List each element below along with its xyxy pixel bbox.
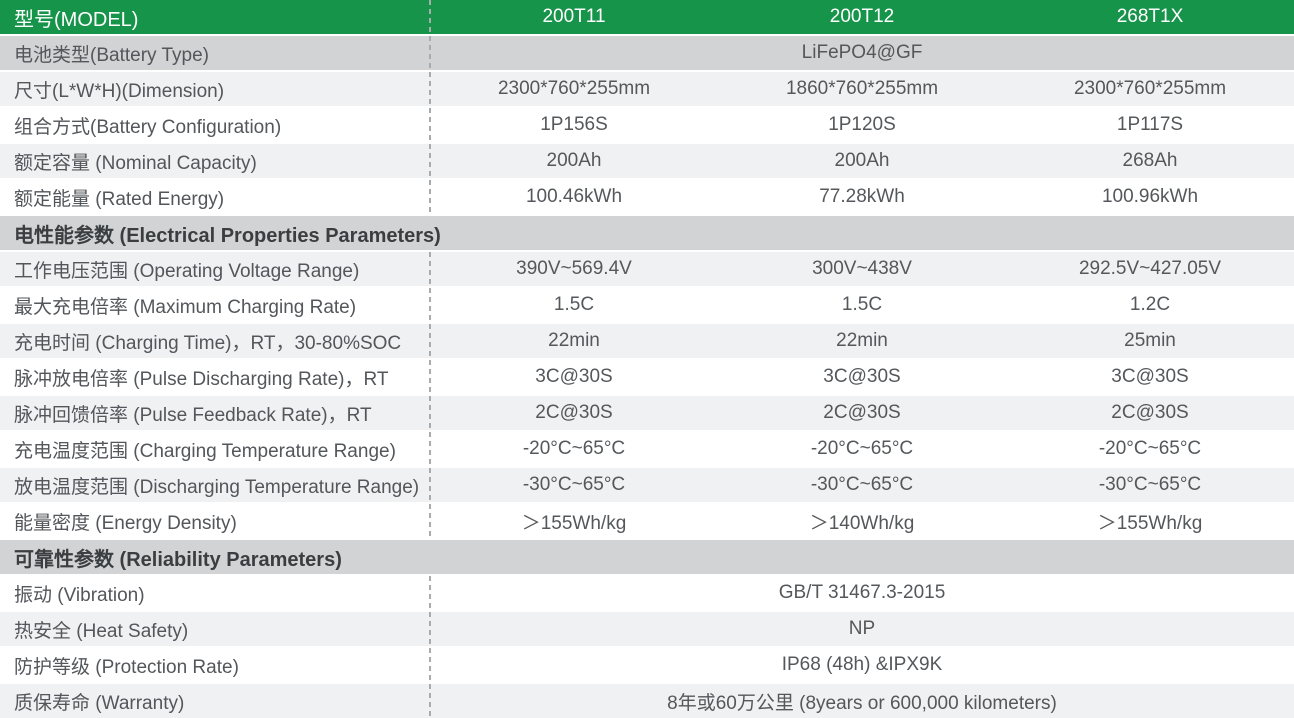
value-cell: GB/T 31467.3-2015 bbox=[778, 582, 946, 603]
column-divider-dashed-line bbox=[429, 0, 431, 718]
section-header-row: 可靠性参数 (Reliability Parameters) bbox=[0, 540, 1294, 576]
value-cell: 3C@30S bbox=[535, 366, 613, 387]
value-cell: 1P117S bbox=[1116, 114, 1184, 135]
table-row: 质保寿命 (Warranty) 8年或60万公里 (8years or 600,… bbox=[0, 684, 1294, 718]
row-label: 额定容量 (Nominal Capacity) bbox=[14, 152, 257, 174]
value-cell: 200Ah bbox=[546, 150, 602, 171]
row-label: 振动 (Vibration) bbox=[14, 584, 145, 606]
value-cell: IP68 (48h) &IPX9K bbox=[781, 654, 943, 675]
value-cell: 300V~438V bbox=[812, 258, 912, 279]
table-row: 额定容量 (Nominal Capacity) 200Ah 200Ah 268A… bbox=[0, 144, 1294, 180]
value-cell: 1.5C bbox=[841, 294, 883, 315]
row-label: 放电温度范围 (Discharging Temperature Range) bbox=[14, 476, 420, 498]
value-cell: 1P120S bbox=[828, 114, 896, 135]
row-label: 脉冲回馈倍率 (Pulse Feedback Rate)，RT bbox=[14, 404, 372, 426]
row-label: 能量密度 (Energy Density) bbox=[14, 512, 237, 534]
value-cell: 22min bbox=[836, 330, 888, 351]
model-header-label: 型号(MODEL) bbox=[14, 8, 139, 31]
table-row: 最大充电倍率 (Maximum Charging Rate) 1.5C 1.5C… bbox=[0, 288, 1294, 324]
table-row: 防护等级 (Protection Rate) IP68 (48h) &IPX9K bbox=[0, 648, 1294, 684]
value-cell: -20°C~65°C bbox=[1098, 438, 1202, 459]
table-row: 组合方式(Battery Configuration) 1P156S 1P120… bbox=[0, 108, 1294, 144]
value-cell: 1.5C bbox=[553, 294, 595, 315]
table-row: 放电温度范围 (Discharging Temperature Range) -… bbox=[0, 468, 1294, 504]
value-cell: ＞155Wh/kg bbox=[521, 512, 627, 534]
value-cell: 2300*760*255mm bbox=[1073, 78, 1227, 99]
table-row: 充电时间 (Charging Time)，RT，30-80%SOC 22min … bbox=[0, 324, 1294, 360]
section-title: 可靠性参数 (Reliability Parameters) bbox=[14, 548, 342, 571]
value-cell: 200Ah bbox=[834, 150, 890, 171]
row-label: 额定能量 (Rated Energy) bbox=[14, 188, 225, 210]
value-cell: -30°C~65°C bbox=[522, 474, 626, 495]
table-row: 能量密度 (Energy Density) ＞155Wh/kg ＞140Wh/k… bbox=[0, 504, 1294, 540]
value-cell: 292.5V~427.05V bbox=[1078, 258, 1222, 279]
value-cell: -20°C~65°C bbox=[810, 438, 914, 459]
row-label: 组合方式(Battery Configuration) bbox=[14, 116, 282, 138]
value-cell: ＞140Wh/kg bbox=[809, 512, 915, 534]
value-cell: 390V~569.4V bbox=[516, 258, 632, 279]
value-cell: NP bbox=[848, 618, 876, 639]
value-cell: 77.28kWh bbox=[819, 186, 905, 207]
value-cell: 3C@30S bbox=[823, 366, 901, 387]
value-cell: 100.46kWh bbox=[525, 186, 623, 207]
model-column-header: 200T11 bbox=[542, 6, 606, 27]
table-row: 振动 (Vibration) GB/T 31467.3-2015 bbox=[0, 576, 1294, 612]
table-row: 额定能量 (Rated Energy) 100.46kWh 77.28kWh 1… bbox=[0, 180, 1294, 216]
value-cell: 2C@30S bbox=[823, 402, 901, 423]
value-cell: 100.96kWh bbox=[1101, 186, 1199, 207]
row-label: 热安全 (Heat Safety) bbox=[14, 620, 189, 642]
row-label: 脉冲放电倍率 (Pulse Discharging Rate)，RT bbox=[14, 368, 389, 390]
row-label: 最大充电倍率 (Maximum Charging Rate) bbox=[14, 296, 357, 318]
table-row: 热安全 (Heat Safety) NP bbox=[0, 612, 1294, 648]
value-cell: 268Ah bbox=[1122, 150, 1178, 171]
section-title: 电性能参数 (Electrical Properties Parameters) bbox=[14, 224, 441, 247]
value-cell: 2C@30S bbox=[535, 402, 613, 423]
row-label: 工作电压范围 (Operating Voltage Range) bbox=[14, 260, 360, 282]
model-column-header: 200T12 bbox=[829, 6, 895, 27]
value-cell: -30°C~65°C bbox=[810, 474, 914, 495]
value-cell: 22min bbox=[548, 330, 600, 351]
value-cell: 1.2C bbox=[1129, 294, 1171, 315]
table-row: 工作电压范围 (Operating Voltage Range) 390V~56… bbox=[0, 252, 1294, 288]
row-label: 电池类型(Battery Type) bbox=[14, 44, 209, 66]
row-label: 质保寿命 (Warranty) bbox=[14, 692, 185, 714]
model-column-header: 268T1X bbox=[1116, 6, 1184, 27]
table-row: 电池类型(Battery Type) LiFePO4@GF bbox=[0, 36, 1294, 72]
value-cell: 2C@30S bbox=[1111, 402, 1189, 423]
row-label: 充电时间 (Charging Time)，RT，30-80%SOC bbox=[14, 332, 402, 354]
value-cell: -20°C~65°C bbox=[522, 438, 626, 459]
header-row: 型号(MODEL) 200T11 200T12 268T1X bbox=[0, 0, 1294, 36]
row-label: 尺寸(L*W*H)(Dimension) bbox=[14, 80, 225, 102]
value-cell: 3C@30S bbox=[1111, 366, 1189, 387]
table-row: 脉冲放电倍率 (Pulse Discharging Rate)，RT 3C@30… bbox=[0, 360, 1294, 396]
value-cell: 1860*760*255mm bbox=[785, 78, 939, 99]
section-header-row: 电性能参数 (Electrical Properties Parameters) bbox=[0, 216, 1294, 252]
table-row: 脉冲回馈倍率 (Pulse Feedback Rate)，RT 2C@30S 2… bbox=[0, 396, 1294, 432]
value-cell: 25min bbox=[1124, 330, 1176, 351]
row-label: 充电温度范围 (Charging Temperature Range) bbox=[14, 440, 396, 462]
value-cell: 1P156S bbox=[540, 114, 608, 135]
table-row: 尺寸(L*W*H)(Dimension) 2300*760*255mm 1860… bbox=[0, 72, 1294, 108]
value-cell: ＞155Wh/kg bbox=[1097, 512, 1203, 534]
value-cell: 2300*760*255mm bbox=[497, 78, 651, 99]
table-row: 充电温度范围 (Charging Temperature Range) -20°… bbox=[0, 432, 1294, 468]
value-cell: -30°C~65°C bbox=[1098, 474, 1202, 495]
row-label: 防护等级 (Protection Rate) bbox=[14, 656, 239, 678]
value-cell: 8年或60万公里 (8years or 600,000 kilometers) bbox=[667, 692, 1057, 714]
value-cell: LiFePO4@GF bbox=[801, 42, 923, 63]
